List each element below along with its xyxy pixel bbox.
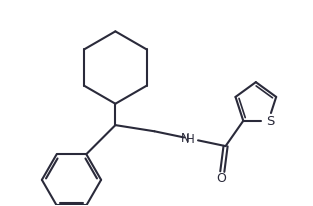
Text: S: S xyxy=(266,115,274,128)
Text: N: N xyxy=(181,131,190,144)
Text: H: H xyxy=(186,132,195,145)
Text: O: O xyxy=(217,171,226,184)
